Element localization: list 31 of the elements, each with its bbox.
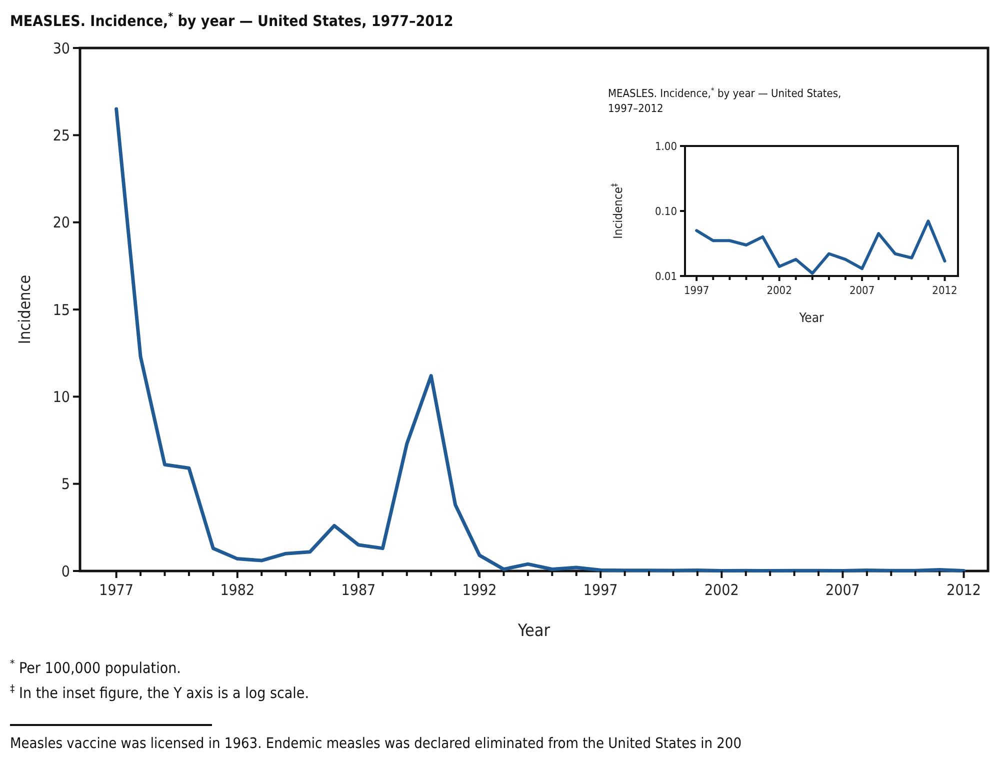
chart-title: MEASLES. Incidence,$^{*}$ by year — United States, 1997–2012 — [608, 86, 842, 115]
line-series — [695, 220, 946, 275]
text: Measles vaccine was licensed in 1963. Endemic measles was declared eliminated from the United States in 200 — [10, 736, 742, 752]
x-tick-label: 1982 — [220, 581, 255, 599]
text: $^{‡}$ In the inset figure, the Y axis is a log scale. — [10, 683, 310, 702]
y-tick-label: 20 — [52, 214, 70, 232]
x-tick-label: 1977 — [99, 581, 134, 599]
y-tick-label: 30 — [52, 39, 70, 58]
y-tick-label: 0 — [61, 562, 70, 580]
y-tick-label: 0.10 — [654, 204, 677, 218]
x-tick-label: 2007 — [849, 284, 875, 297]
chart-title: MEASLES. Incidence,$^{*}$ by year — United States, 1977–2012 — [10, 11, 454, 30]
x-tick-label: 2007 — [826, 581, 860, 599]
y-tick-label: 25 — [52, 126, 70, 144]
y-axis-title: Incidence — [15, 274, 34, 344]
y-tick-label: 0.01 — [654, 270, 677, 283]
y-tick-label: 10 — [52, 388, 70, 406]
x-tick-label: 1992 — [462, 581, 497, 599]
x-tick-label: 1987 — [341, 581, 376, 599]
x-tick-label: 1997 — [684, 284, 710, 297]
x-tick-label: 2002 — [766, 284, 792, 297]
x-tick-label: 2002 — [704, 581, 739, 599]
y-tick-label: 5 — [61, 475, 70, 494]
text: $^{*}$ Per 100,000 population. — [10, 658, 181, 677]
x-tick-label: 2012 — [932, 284, 958, 297]
x-tick-label: 1997 — [583, 581, 618, 599]
y-tick-label: 15 — [52, 300, 70, 319]
x-axis-title: Year — [798, 311, 824, 326]
x-tick-label: 2012 — [946, 581, 981, 599]
y-tick-label: 1.00 — [654, 140, 677, 153]
x-axis-title: Year — [516, 621, 551, 641]
